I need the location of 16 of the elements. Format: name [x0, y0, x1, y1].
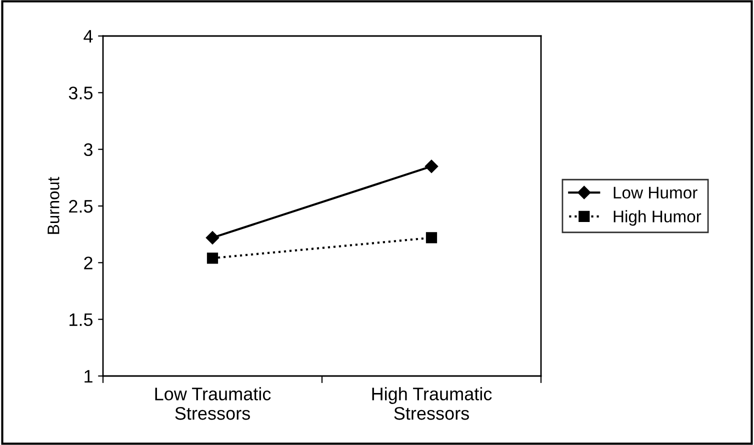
y-tick-label: 2.5 — [69, 200, 93, 213]
legend-label: Low Humor — [614, 186, 698, 199]
y-tick-label: 3.5 — [68, 86, 93, 100]
point — [424, 160, 438, 173]
point — [426, 232, 438, 244]
y-axis-title: Burnout — [48, 176, 60, 234]
y-tick-label: 1.5 — [70, 313, 93, 326]
y-tick-label: 1 — [84, 370, 92, 383]
point — [206, 231, 220, 244]
y-tick-label: 2 — [84, 256, 92, 270]
x-tick-label: Low Traumatic Stressors — [155, 387, 271, 420]
point — [206, 252, 218, 264]
legend-label: High Humor — [614, 210, 702, 226]
x-tick-label: High Traumatic Stressors — [372, 387, 492, 420]
y-tick-label: 3 — [84, 143, 92, 156]
y-tick-label: 4 — [84, 30, 93, 43]
